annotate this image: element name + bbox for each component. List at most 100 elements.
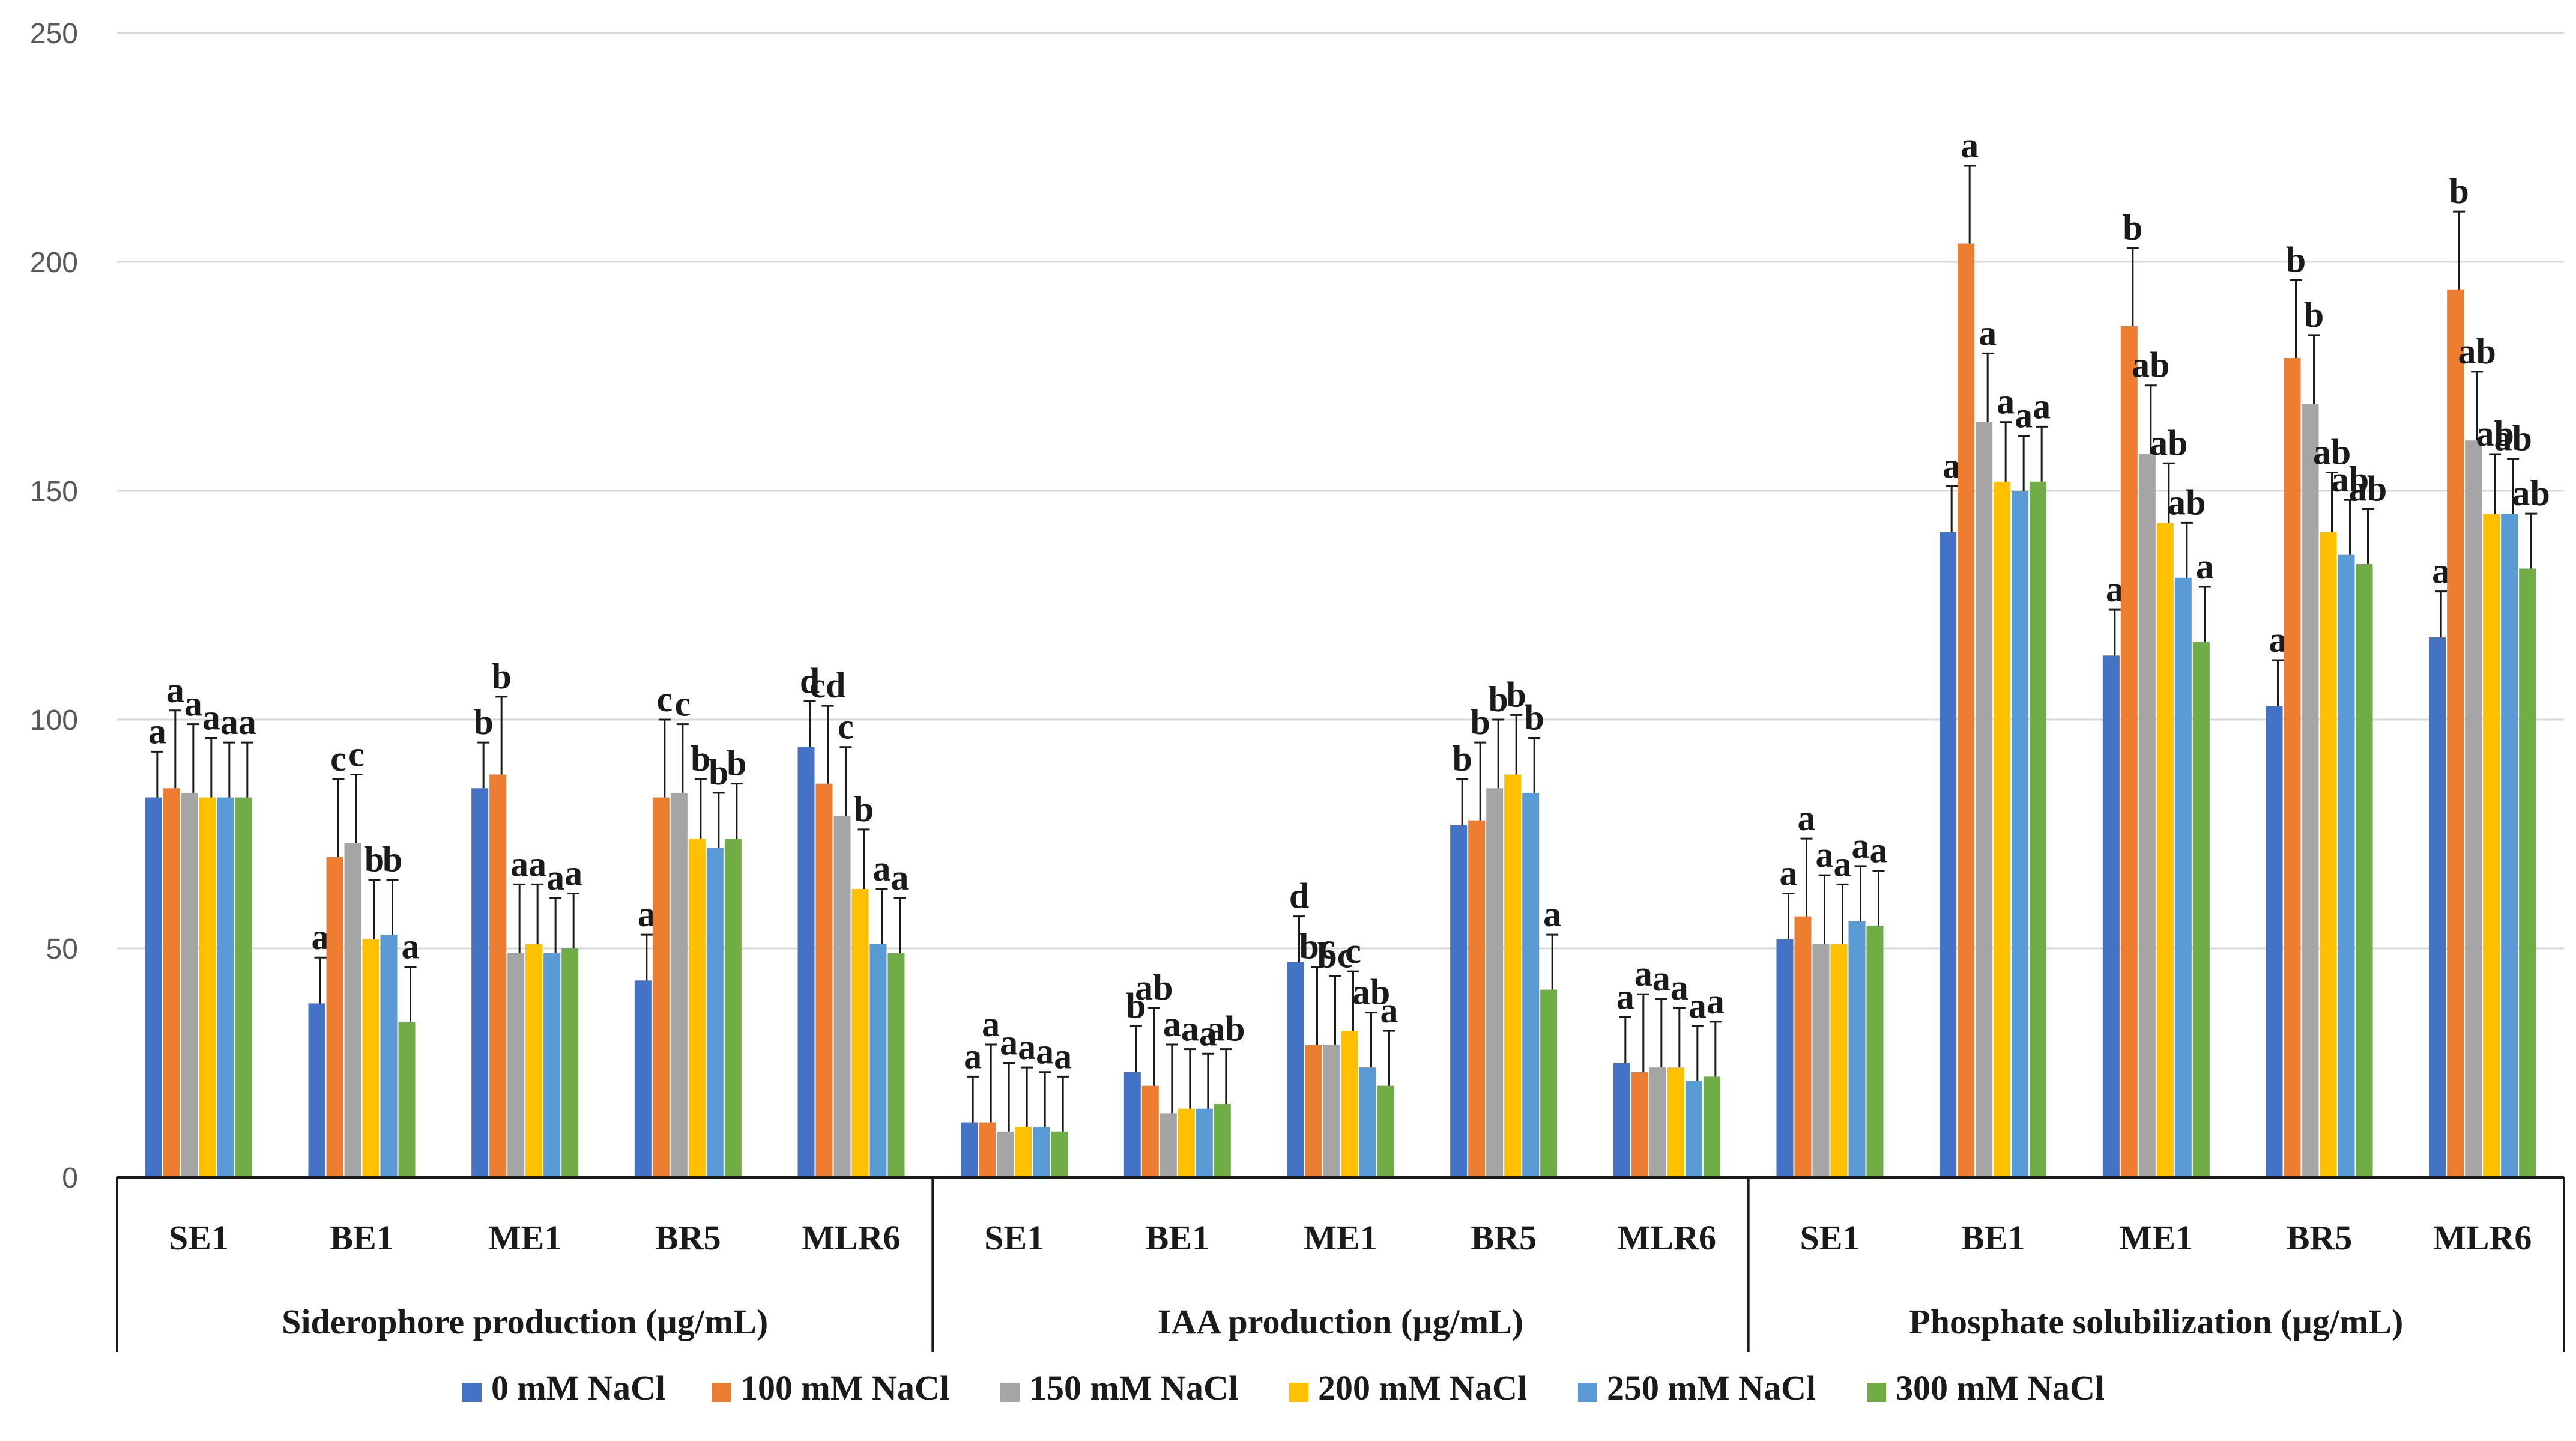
- bar: [380, 935, 398, 1177]
- significance-letter: c: [657, 679, 673, 719]
- significance-letter: bc: [1317, 936, 1353, 975]
- bar: [308, 1003, 325, 1177]
- bar: [1994, 481, 2011, 1177]
- category-label: MLR6: [2433, 1218, 2532, 1257]
- legend-label: 100 mM NaCl: [740, 1368, 949, 1407]
- significance-letter: ab: [2150, 423, 2187, 463]
- category-label: BR5: [2287, 1218, 2353, 1257]
- significance-letter: b: [709, 753, 728, 792]
- bar: [997, 1131, 1014, 1177]
- bar: [2447, 289, 2464, 1178]
- bar: [2320, 532, 2337, 1177]
- significance-letter: d: [1289, 876, 1309, 916]
- bar: [2192, 642, 2210, 1177]
- significance-letter: a: [1616, 977, 1634, 1016]
- significance-letter: a: [891, 858, 909, 897]
- significance-letter: ab: [2313, 432, 2351, 472]
- bar: [2483, 514, 2500, 1177]
- significance-letter: c: [838, 707, 854, 747]
- bar: [724, 839, 742, 1177]
- bar: [961, 1122, 978, 1177]
- bar: [561, 948, 579, 1177]
- significance-letter: a: [1181, 1009, 1199, 1049]
- category-label: BE1: [330, 1218, 393, 1257]
- legend-label: 300 mM NaCl: [1896, 1368, 2105, 1407]
- bar: [1667, 1067, 1684, 1177]
- y-tick-label: 100: [30, 705, 78, 736]
- significance-letter: a: [873, 849, 891, 888]
- significance-letter: b: [2449, 171, 2469, 211]
- bar: [471, 788, 489, 1177]
- significance-letter: b: [854, 789, 874, 829]
- significance-letter: a: [1199, 1013, 1217, 1053]
- bar: [887, 953, 905, 1177]
- category-label: MLR6: [802, 1218, 900, 1257]
- group-label: Siderophore production (µg/mL): [282, 1302, 768, 1341]
- bar: [326, 857, 343, 1177]
- bar: [1613, 1063, 1630, 1177]
- legend-label: 200 mM NaCl: [1318, 1368, 1527, 1407]
- bar: [851, 888, 869, 1177]
- bar: [2266, 706, 2283, 1177]
- significance-letter: b: [491, 657, 511, 696]
- significance-letter: a: [1163, 1004, 1181, 1044]
- significance-letter: a: [964, 1036, 982, 1076]
- bar: [199, 797, 216, 1177]
- bar: [1940, 532, 1957, 1177]
- significance-letter: ab: [1207, 1009, 1245, 1049]
- significance-letter: a: [220, 702, 238, 742]
- significance-letter: b: [2123, 208, 2142, 247]
- significance-letter: a: [238, 702, 256, 742]
- significance-letter: a: [1816, 835, 1834, 875]
- category-label: BR5: [655, 1218, 721, 1257]
- bar: [1287, 962, 1304, 1177]
- bar: [1848, 921, 1866, 1177]
- significance-letter: a: [184, 684, 202, 724]
- bar: [2102, 655, 2120, 1177]
- bar: [706, 848, 724, 1177]
- significance-letter: ab: [2494, 419, 2532, 458]
- significance-letter: ab: [2476, 414, 2514, 454]
- bar: [833, 816, 851, 1177]
- bar: [489, 774, 507, 1177]
- significance-letter: a: [528, 844, 546, 884]
- bar: [217, 797, 234, 1177]
- significance-letter: b: [691, 739, 710, 778]
- significance-letter: cd: [810, 666, 846, 705]
- significance-letter: ab: [2331, 460, 2369, 499]
- bar: [1015, 1127, 1032, 1177]
- bar: [2174, 577, 2192, 1177]
- significance-letter: a: [982, 1004, 1000, 1044]
- bar: [1341, 1031, 1358, 1177]
- significance-letter: ab: [1135, 968, 1173, 1007]
- category-label: BE1: [1146, 1218, 1209, 1257]
- bar: [2302, 404, 2319, 1177]
- bar: [2030, 481, 2047, 1177]
- y-tick-label: 250: [30, 18, 78, 50]
- bar: [2501, 514, 2518, 1177]
- category-label: SE1: [169, 1218, 229, 1257]
- bar: [145, 797, 162, 1177]
- bar: [815, 783, 833, 1177]
- bar: [1359, 1067, 1376, 1177]
- significance-letter: a: [1961, 126, 1979, 165]
- bar: [1776, 939, 1794, 1177]
- bar: [1450, 825, 1468, 1177]
- significance-letter: a: [1997, 382, 2015, 422]
- bar: [235, 797, 252, 1177]
- bar: [1812, 944, 1830, 1177]
- significance-letter: a: [2015, 396, 2033, 435]
- significance-letter: a: [1707, 981, 1725, 1021]
- category-label: ME1: [488, 1218, 561, 1257]
- significance-letter: a: [1543, 894, 1561, 934]
- significance-letter: b: [1488, 679, 1508, 719]
- legend-swatch: [1578, 1383, 1597, 1402]
- bar: [634, 980, 652, 1177]
- bar: [670, 792, 688, 1177]
- bar: [2156, 523, 2174, 1177]
- bar: [1377, 1085, 1394, 1177]
- bar: [2519, 568, 2536, 1177]
- legend-swatch: [712, 1383, 731, 1402]
